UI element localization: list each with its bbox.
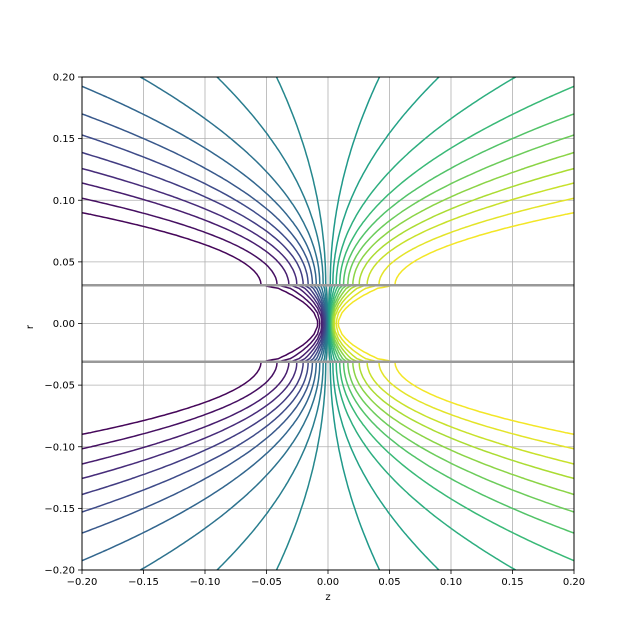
x-tick-label: 0.15 [501,577,523,588]
contour-line [331,151,574,496]
y-tick-label: 0.05 [53,257,75,268]
contour-line [82,211,319,436]
y-tick-label: 0.20 [53,73,75,84]
y-tick-label: −0.05 [44,381,75,392]
contour-line [328,77,440,570]
contour-line [82,85,327,562]
y-tick-label: −0.15 [44,504,75,515]
contour-line [335,197,574,450]
y-tick-label: 0.15 [53,134,75,145]
x-axis-ticks: −0.20 −0.15 −0.10 −0.05 0.00 0.05 0.10 0.15 0.20 [67,570,585,588]
contour-line [82,134,326,513]
y-tick-label: −0.10 [44,442,75,453]
contour-line [275,77,329,570]
contour-line [330,134,574,513]
x-tick-label: −0.10 [190,577,221,588]
contour-line [216,77,328,570]
x-axis-label: z [325,592,330,603]
electrode-lines [82,284,574,363]
contour-line [82,182,323,465]
y-tick-label: −0.20 [44,566,75,577]
y-axis-label: r [25,324,36,329]
x-tick-label: 0.00 [317,577,339,588]
x-tick-label: −0.15 [128,577,159,588]
x-tick-label: −0.05 [251,577,282,588]
contour-line [328,77,517,570]
x-tick-label: 0.20 [563,577,585,588]
y-tick-label: 0.00 [53,319,75,330]
contour-line [329,85,574,562]
contour-line [333,182,574,465]
y-axis-ticks: −0.20 −0.15 −0.10 −0.05 0.00 0.05 0.10 0.15 0.20 [44,73,82,577]
y-tick-label: 0.10 [53,196,75,207]
contour-line [82,197,321,450]
x-tick-label: −0.20 [67,577,98,588]
contour-line [337,211,574,436]
contour-line [82,151,325,496]
contour-line [327,77,381,570]
x-tick-label: 0.10 [440,577,462,588]
x-tick-label: 0.05 [378,577,400,588]
